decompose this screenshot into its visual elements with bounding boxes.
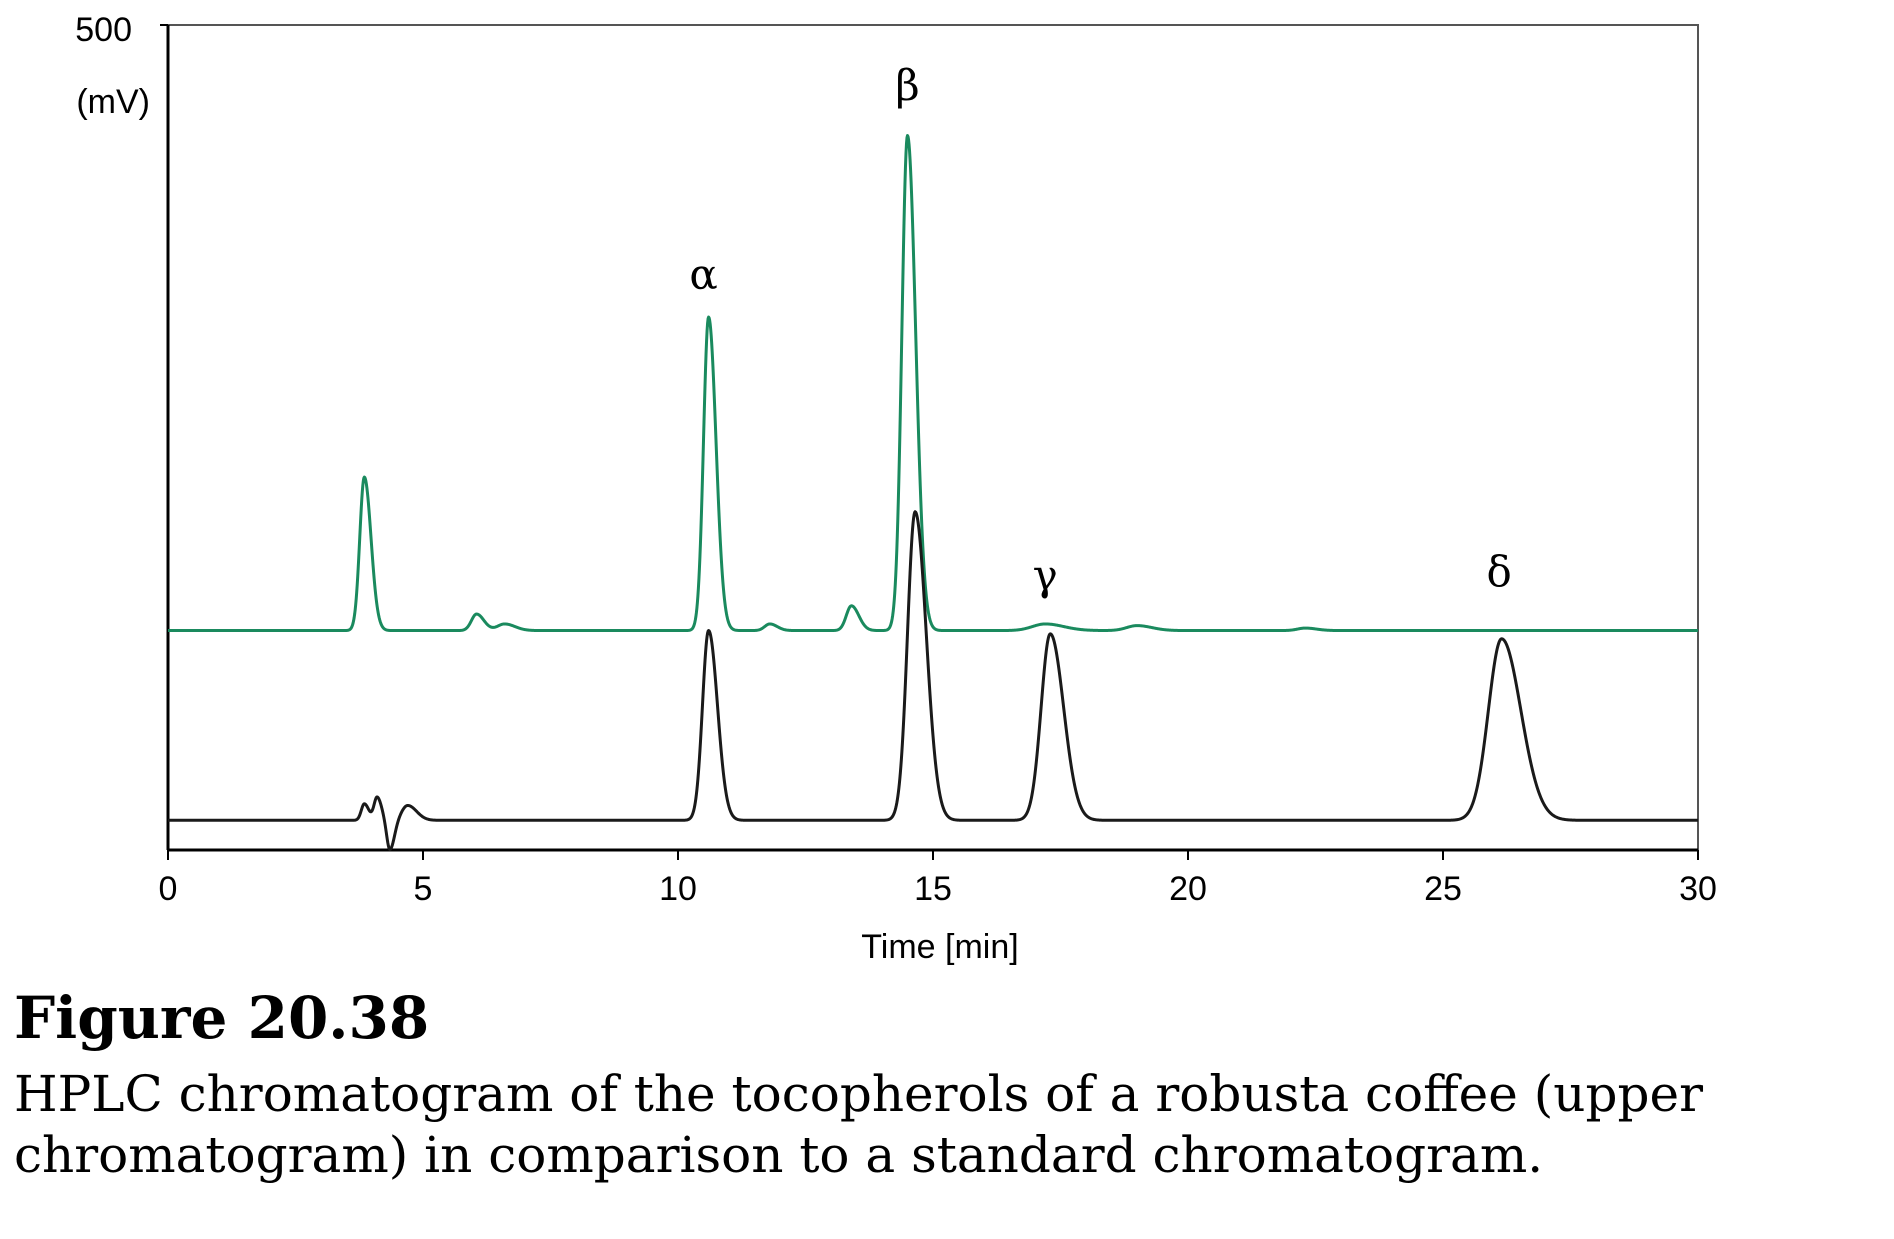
- x-axis-title: Time [min]: [861, 928, 1018, 966]
- y-unit-label: (mV): [76, 83, 150, 121]
- figure-caption: Figure 20.38 HPLC chromatogram of the to…: [14, 985, 1884, 1186]
- x-tick-label: 20: [1169, 870, 1207, 908]
- x-tick-group: 0 5 10 15 20 25 30: [159, 850, 1717, 908]
- peak-label: δ: [1486, 547, 1511, 596]
- series-line-robusta-coffee: [167, 134, 1699, 633]
- peak-label: γ: [1033, 550, 1058, 599]
- x-tick-label: 30: [1679, 870, 1717, 908]
- series-group: [167, 134, 1699, 851]
- y-max-tick-label: 500: [75, 11, 132, 49]
- series-line-standard: [167, 510, 1699, 851]
- peak-label: α: [689, 250, 717, 299]
- figure-number: Figure 20.38: [14, 984, 430, 1052]
- peak-label-group: α β γ δ: [689, 60, 1511, 599]
- peak-label: β: [895, 60, 919, 109]
- figure-description: HPLC chromatogram of the tocopherols of …: [14, 1064, 1703, 1184]
- x-tick-label: 10: [659, 870, 697, 908]
- x-tick-label: 5: [414, 870, 433, 908]
- x-tick-label: 0: [159, 870, 178, 908]
- x-tick-label: 15: [914, 870, 952, 908]
- x-tick-label: 25: [1424, 870, 1462, 908]
